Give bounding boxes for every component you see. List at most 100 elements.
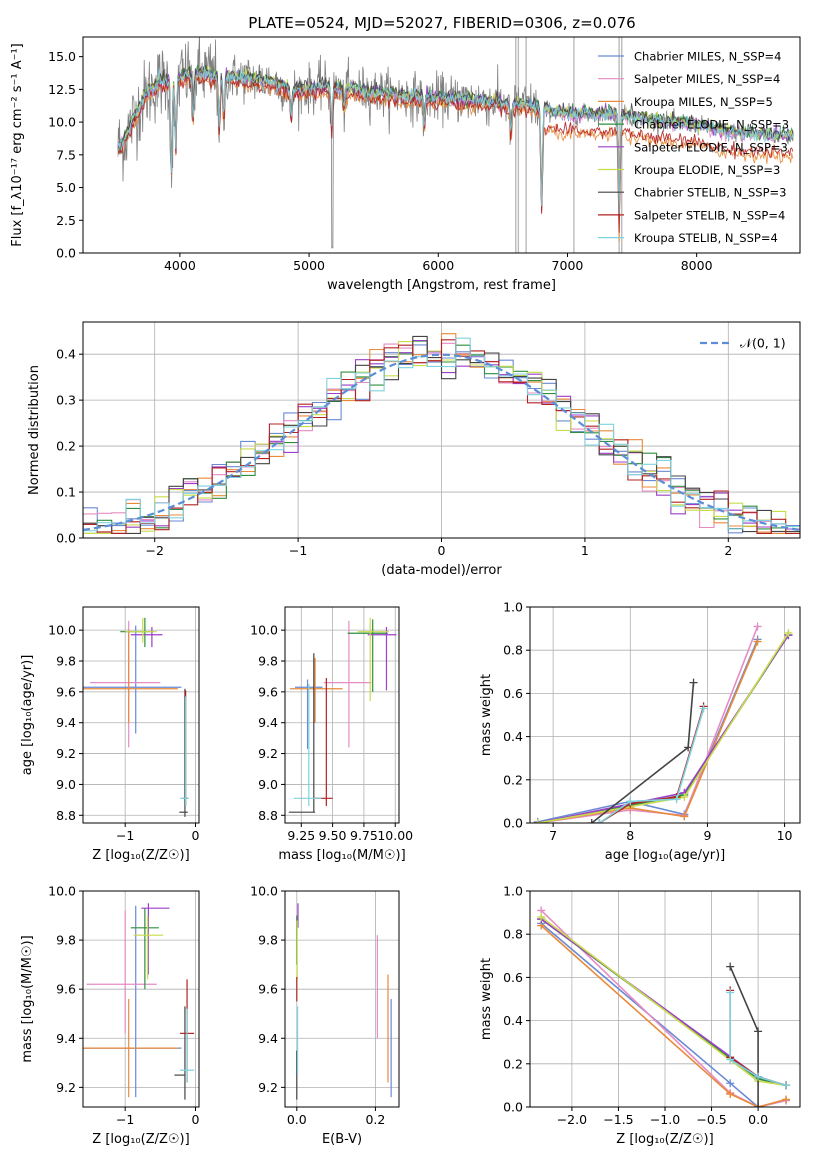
y-tick-label: 0.4 <box>56 347 76 362</box>
x-tick-label: 7000 <box>552 258 584 273</box>
plot-area <box>117 37 794 253</box>
x-tick-label: 2 <box>724 543 732 558</box>
series-marker-9 <box>672 795 681 804</box>
series-marker-7 <box>754 1103 763 1107</box>
residual-histogram-8 <box>83 339 800 538</box>
series-marker-9 <box>726 988 735 997</box>
legend-label-8: Salpeter STELIB, N_SSP=4 <box>634 208 785 222</box>
x-axis-label: Z [log₁₀(Z/Z☉)] <box>616 1132 713 1147</box>
chart-age-vs-mass: 9.25 9.50 9.75 10.00 8.8 9.0 9.2 9.4 9.6 9.8 10.0 m… <box>250 606 413 863</box>
series-marker-3 <box>753 637 762 646</box>
figure-title: PLATE=0524, MJD=52027, FIBERID=0306, z=0… <box>248 14 635 32</box>
x-tick-label: 8000 <box>681 258 713 273</box>
series-marker-6 <box>680 793 689 802</box>
legend-label-5: Salpeter ELODIE, N_SSP=3 <box>634 140 788 154</box>
x-axis-label: E(B-V) <box>322 1132 362 1147</box>
axes-frame <box>284 606 400 824</box>
y-axis-label: mass weight <box>479 958 494 1040</box>
series-marker-7 <box>587 819 596 823</box>
x-tick-label: −2.0 <box>557 1112 587 1127</box>
x-axis-label: (data-model)/error <box>381 563 502 578</box>
legend-label-2: Salpeter MILES, N_SSP=4 <box>634 72 780 86</box>
series-line-9 <box>598 708 705 823</box>
y-tick-label: 0.6 <box>503 686 523 701</box>
x-tick-label: −1 <box>289 543 307 558</box>
x-tick-label: 10.00 <box>377 828 413 843</box>
y-tick-label: 0.8 <box>503 643 523 658</box>
chart-massweight-vs-z: −2.0 −1.5 −1.0 −0.5 0.0 0.0 0.2 0.4 0.6 0.8 1.0 Z [… <box>479 884 801 1147</box>
series-marker-7 <box>754 1027 763 1036</box>
plot-area <box>288 617 397 813</box>
series-marker-9 <box>699 704 708 713</box>
series-marker-7 <box>726 962 735 971</box>
series-marker-9 <box>595 819 604 823</box>
legend-label-6: Kroupa ELODIE, N_SSP=3 <box>634 163 780 177</box>
y-tick-label: 0.4 <box>503 1013 523 1028</box>
plot-area <box>83 903 195 1100</box>
plot-area <box>83 333 800 538</box>
series-marker-3 <box>680 812 689 821</box>
y-tick-label: 1.0 <box>503 884 523 899</box>
series-marker-9 <box>726 1055 735 1064</box>
series-line-1 <box>540 922 787 1107</box>
y-tick-label: 9.2 <box>56 746 76 761</box>
series-marker-6 <box>537 912 546 921</box>
series-line-5 <box>537 634 790 823</box>
x-axis-label: Z [log₁₀(Z/Z☉)] <box>92 848 189 863</box>
y-tick-label: 5.0 <box>56 180 76 195</box>
series-line-6 <box>540 916 787 1087</box>
chart-massweight-vs-age: 7 8 9 10 0.0 0.2 0.4 0.6 0.8 1.0 age [log₁₀(age/yr… <box>479 600 801 863</box>
x-tick-label: 9.50 <box>319 828 347 843</box>
series-marker-3 <box>782 1095 791 1104</box>
model-spectrum-8 <box>117 73 794 233</box>
legend-label-3: Kroupa MILES, N_SSP=5 <box>634 95 773 109</box>
y-tick-label: 12.5 <box>48 82 76 97</box>
x-tick-label: 0.2 <box>365 1112 385 1127</box>
model-spectrum-9 <box>117 66 794 214</box>
plot-area <box>83 617 189 817</box>
x-axis-label: wavelength [Angstrom, rest frame] <box>327 278 556 293</box>
series-line-2 <box>537 626 759 823</box>
series-marker-3 <box>726 1090 735 1099</box>
x-tick-label: 6000 <box>422 258 454 273</box>
axes-frame <box>529 606 801 824</box>
axes-frame <box>82 606 200 824</box>
x-tick-label: 5000 <box>293 258 325 273</box>
chart-age-vs-z: −1 0 8.8 9.0 9.2 9.4 9.6 9.8 10.0 Z [log₁₀(Z/Z☉)]… <box>20 606 200 863</box>
y-tick-label: 7.5 <box>56 147 76 162</box>
y-tick-label: 0.0 <box>56 531 76 546</box>
y-tick-label: 9.2 <box>258 1080 278 1095</box>
series-marker-6 <box>784 628 793 637</box>
y-tick-label: 9.8 <box>56 933 76 948</box>
y-tick-label: 8.8 <box>258 808 278 823</box>
y-tick-label: 0.6 <box>503 970 523 985</box>
series-marker-1 <box>726 1079 735 1088</box>
series-marker-7 <box>689 678 698 687</box>
residual-histogram-9 <box>83 337 800 538</box>
legend-label-9: Kroupa STELIB, N_SSP=4 <box>634 231 778 245</box>
y-tick-label: 0.2 <box>56 439 76 454</box>
y-tick-label: 9.2 <box>258 746 278 761</box>
y-tick-label: 0.3 <box>56 393 76 408</box>
y-tick-label: 9.0 <box>56 777 76 792</box>
x-tick-label: 0 <box>438 543 446 558</box>
y-tick-label: 0.0 <box>503 816 523 831</box>
series-marker-9 <box>754 1072 763 1081</box>
y-tick-label: 0.0 <box>503 1100 523 1115</box>
x-tick-label: 1 <box>581 543 589 558</box>
x-tick-label: 4000 <box>164 258 196 273</box>
plot-area <box>533 622 793 823</box>
y-tick-label: 15.0 <box>48 49 76 64</box>
y-tick-label: 9.8 <box>258 933 278 948</box>
x-tick-label: 9 <box>703 828 711 843</box>
y-tick-label: 9.6 <box>258 684 278 699</box>
legend-label-4: Chabrier ELODIE, N_SSP=3 <box>634 118 789 132</box>
y-tick-label: 10.0 <box>48 115 76 130</box>
x-tick-label: −2 <box>145 543 163 558</box>
y-tick-label: 9.8 <box>56 654 76 669</box>
x-tick-label: 0.0 <box>287 1112 307 1127</box>
y-tick-label: 9.6 <box>258 982 278 997</box>
y-tick-label: 10.0 <box>250 623 278 638</box>
chart-residuals: −2 −1 0 1 2 0.0 0.1 0.2 0.3 0.4 (data-model)/error… <box>27 321 801 578</box>
